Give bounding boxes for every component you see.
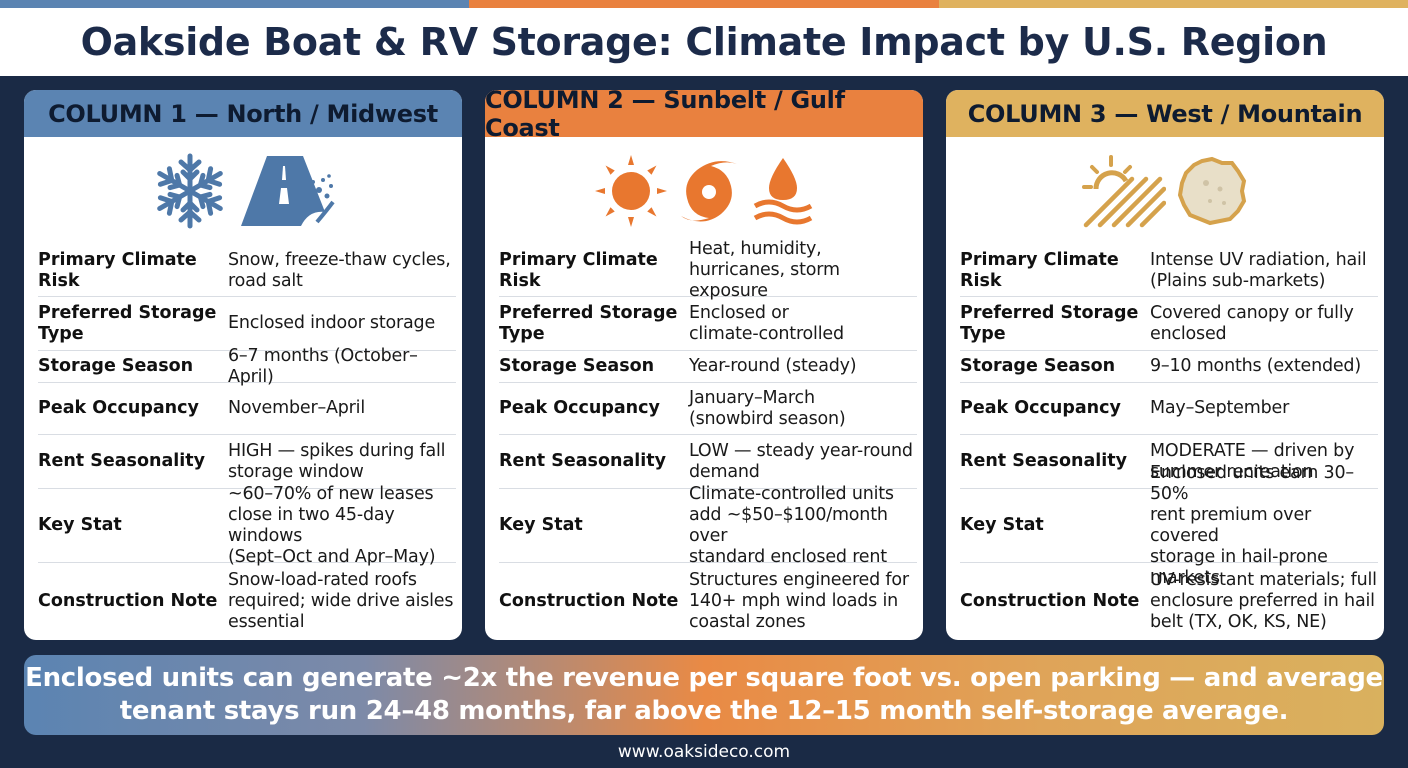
row-storage-season: Storage Season Year-round (steady)	[499, 351, 917, 383]
row-primary-climate-risk: Primary Climate Risk Intense UV radiatio…	[960, 245, 1378, 297]
attribute-table: Primary Climate Risk Snow, freeze-thaw c…	[24, 245, 462, 639]
row-rent-seasonality: Rent Seasonality MODERATE — driven by su…	[960, 435, 1378, 489]
column-card-west-mountain: COLUMN 3 — West / Mountain	[946, 90, 1384, 640]
attribute-table: Primary Climate Risk Heat, humidity, hur…	[485, 239, 923, 639]
climate-icons	[946, 137, 1384, 245]
column-header: COLUMN 3 — West / Mountain	[946, 90, 1384, 137]
column-card-sunbelt-gulf-coast: COLUMN 2 — Sunbelt / Gulf Coast	[485, 90, 923, 640]
summary-text: Enclosed units can generate ~2x the reve…	[25, 663, 1383, 726]
row-construction-note: Construction Note Snow-load-rated roofs …	[38, 569, 454, 632]
row-peak-occupancy: Peak Occupancy January–March (snowbird s…	[499, 383, 917, 435]
row-key-stat: Key Stat Climate-controlled units add ~$…	[499, 484, 917, 567]
row-preferred-storage-type: Preferred Storage Type Enclosed indoor s…	[38, 297, 456, 351]
row-rent-seasonality: Rent Seasonality HIGH — spikes during fa…	[38, 435, 456, 489]
column-header: COLUMN 2 — Sunbelt / Gulf Coast	[485, 90, 923, 142]
hurricane-icon	[681, 161, 737, 222]
row-construction-note: Construction Note UV-resistant materials…	[960, 569, 1377, 632]
summary-banner: Enclosed units can generate ~2x the reve…	[24, 655, 1384, 735]
row-peak-occupancy: Peak Occupancy November–April	[38, 383, 456, 435]
top-color-strip	[0, 0, 1408, 8]
snowflake-icon	[151, 153, 229, 230]
row-key-stat: Key Stat Enclosed units earn 30–50% rent…	[960, 463, 1378, 588]
row-key-stat: Key Stat ~60–70% of new leases close in …	[38, 484, 456, 567]
row-construction-note: Construction Note Structures engineered …	[499, 569, 909, 632]
row-rent-seasonality: Rent Seasonality LOW — steady year-round…	[499, 435, 917, 489]
row-primary-climate-risk: Primary Climate Risk Snow, freeze-thaw c…	[38, 245, 456, 297]
page-title: Oakside Boat & RV Storage: Climate Impac…	[80, 20, 1328, 64]
icy-road-icon	[241, 156, 335, 226]
attribute-table: Primary Climate Risk Intense UV radiatio…	[946, 245, 1384, 639]
sun-icon	[595, 155, 667, 227]
climate-icons	[485, 137, 923, 245]
humidity-drop-icon	[753, 158, 813, 225]
row-peak-occupancy: Peak Occupancy May–September	[960, 383, 1378, 435]
row-preferred-storage-type: Preferred Storage Type Covered canopy or…	[960, 297, 1378, 351]
title-bar: Oakside Boat & RV Storage: Climate Impac…	[0, 8, 1408, 76]
climate-icons	[24, 137, 462, 245]
column-card-north-midwest: COLUMN 1 — North / Midwest	[24, 90, 462, 640]
row-storage-season: Storage Season 9–10 months (extended)	[960, 351, 1378, 383]
row-preferred-storage-type: Preferred Storage Type Enclosed or clima…	[499, 297, 917, 351]
uv-sun-rays-icon	[1082, 155, 1166, 228]
hailstone-icon	[1177, 156, 1247, 226]
row-primary-climate-risk: Primary Climate Risk Heat, humidity, hur…	[499, 239, 917, 301]
column-header: COLUMN 1 — North / Midwest	[24, 90, 462, 137]
row-storage-season: Storage Season 6–7 months (October–April…	[38, 346, 456, 387]
footer-url: www.oaksideco.com	[617, 742, 791, 762]
